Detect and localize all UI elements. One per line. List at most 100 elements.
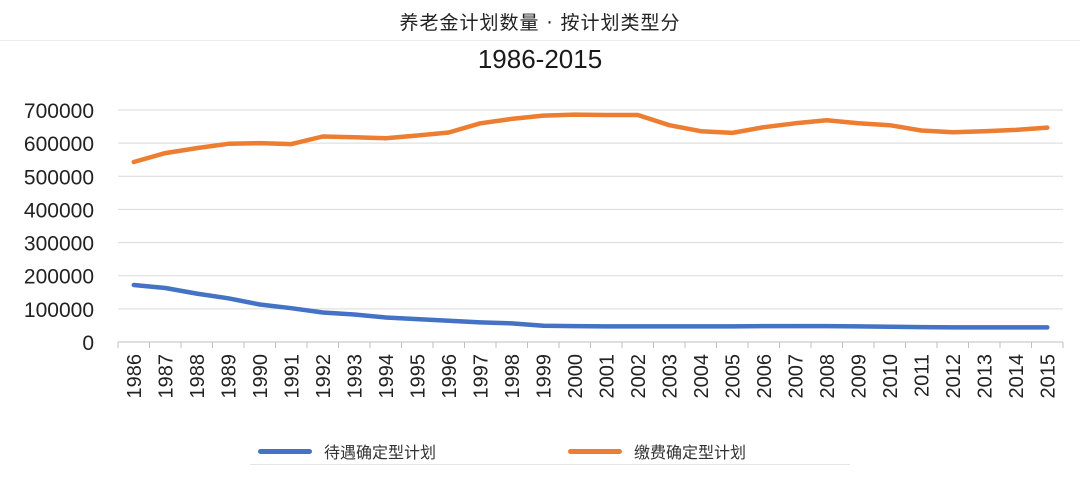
data-point <box>541 114 545 118</box>
data-point <box>919 128 923 133</box>
y-tick-label: 100000 <box>24 299 94 322</box>
data-point <box>1045 125 1049 130</box>
data-point <box>384 136 388 140</box>
data-point <box>415 133 419 138</box>
data-point <box>132 160 136 164</box>
x-tick-label: 1992 <box>313 354 335 399</box>
x-tick-label: 2008 <box>817 354 839 399</box>
x-tick-label: 1998 <box>502 354 524 399</box>
data-point <box>132 283 136 287</box>
data-point <box>762 324 766 328</box>
x-tick-label: 2013 <box>974 354 996 399</box>
chart-title: 1986-2015 <box>477 44 603 74</box>
x-tick-label: 1990 <box>250 354 272 399</box>
legend-label-1: 缴费确定型计划 <box>634 443 747 462</box>
data-point <box>195 146 199 150</box>
x-tick-label: 2015 <box>1037 354 1059 399</box>
data-point <box>541 324 545 328</box>
data-point <box>636 324 640 329</box>
data-point <box>667 324 671 329</box>
data-point <box>478 320 482 325</box>
x-tick-label: 2012 <box>943 354 965 399</box>
data-point <box>163 286 167 290</box>
data-point <box>289 306 293 310</box>
legend-swatch-0 <box>258 448 312 454</box>
data-point <box>352 135 356 139</box>
data-point <box>856 121 860 125</box>
x-tick-label: 1999 <box>533 354 555 399</box>
data-point <box>699 324 703 329</box>
x-tick-label: 2005 <box>722 354 744 399</box>
data-point <box>982 129 986 133</box>
data-point <box>352 312 356 317</box>
x-tick-label: 1993 <box>344 354 366 399</box>
x-tick-label: 1991 <box>281 354 303 399</box>
x-tick-label: 2003 <box>659 354 681 399</box>
data-point <box>951 130 955 134</box>
data-point <box>667 123 671 127</box>
data-point <box>1045 325 1049 330</box>
data-point <box>825 324 829 328</box>
data-point <box>604 324 608 329</box>
x-tick-label: 2000 <box>565 354 587 399</box>
data-point <box>825 118 829 122</box>
legend-item-0: 待遇确定型计划 <box>258 438 436 464</box>
data-point <box>510 117 514 121</box>
x-tick-label: 2009 <box>848 354 870 399</box>
data-point <box>762 125 766 129</box>
data-point <box>888 325 892 329</box>
legend-item-1: 缴费确定型计划 <box>568 438 746 464</box>
page-title: 养老金计划数量 · 按计划类型分 <box>399 12 681 34</box>
series-line-1 <box>131 112 1050 165</box>
x-tick-label: 1989 <box>218 354 240 399</box>
data-point <box>730 131 734 135</box>
data-point <box>258 141 262 145</box>
x-tick-label: 2010 <box>880 354 902 399</box>
x-tick-label: 2011 <box>911 354 933 397</box>
x-tick-label: 2001 <box>596 354 618 399</box>
y-tick-label: 200000 <box>24 266 94 289</box>
data-point <box>1014 128 1018 132</box>
data-point <box>793 121 797 125</box>
y-tick-label: 400000 <box>24 199 94 222</box>
data-point <box>888 123 892 127</box>
x-tick-label: 2014 <box>1006 354 1028 399</box>
data-point <box>447 130 451 135</box>
data-point <box>699 129 703 133</box>
data-point <box>573 113 577 117</box>
legend-swatch-1 <box>568 448 622 454</box>
x-tick-label: 1997 <box>470 354 492 399</box>
data-point <box>478 121 482 125</box>
y-tick-label: 0 <box>82 332 94 355</box>
y-tick-label: 300000 <box>24 233 94 256</box>
data-point <box>982 325 986 330</box>
data-point <box>447 319 451 323</box>
x-tick-label: 1986 <box>124 354 146 399</box>
x-tick-label: 1987 <box>155 354 177 399</box>
x-tick-label: 1996 <box>439 354 461 399</box>
data-point <box>510 321 514 326</box>
data-point <box>573 324 577 328</box>
y-tick-label: 700000 <box>24 100 94 123</box>
x-tick-label: 1988 <box>187 354 209 399</box>
x-tick-label: 2007 <box>785 354 807 399</box>
data-point <box>258 302 262 307</box>
data-point <box>384 315 388 320</box>
x-tick-label: 2002 <box>628 354 650 399</box>
header-bar <box>0 0 1080 41</box>
data-point <box>951 325 955 330</box>
y-tick-label: 500000 <box>24 166 94 189</box>
x-tick-label: 2006 <box>754 354 776 399</box>
x-tick-label: 2004 <box>691 354 713 399</box>
data-point <box>919 325 923 329</box>
data-point <box>415 317 419 321</box>
data-point <box>226 296 230 300</box>
legend-label-0: 待遇确定型计划 <box>324 443 437 462</box>
data-point <box>195 292 199 296</box>
data-point <box>636 113 640 117</box>
data-point <box>226 142 230 146</box>
y-tick-label: 600000 <box>24 133 94 156</box>
data-point <box>604 113 608 117</box>
x-tick-label: 1994 <box>376 354 398 399</box>
